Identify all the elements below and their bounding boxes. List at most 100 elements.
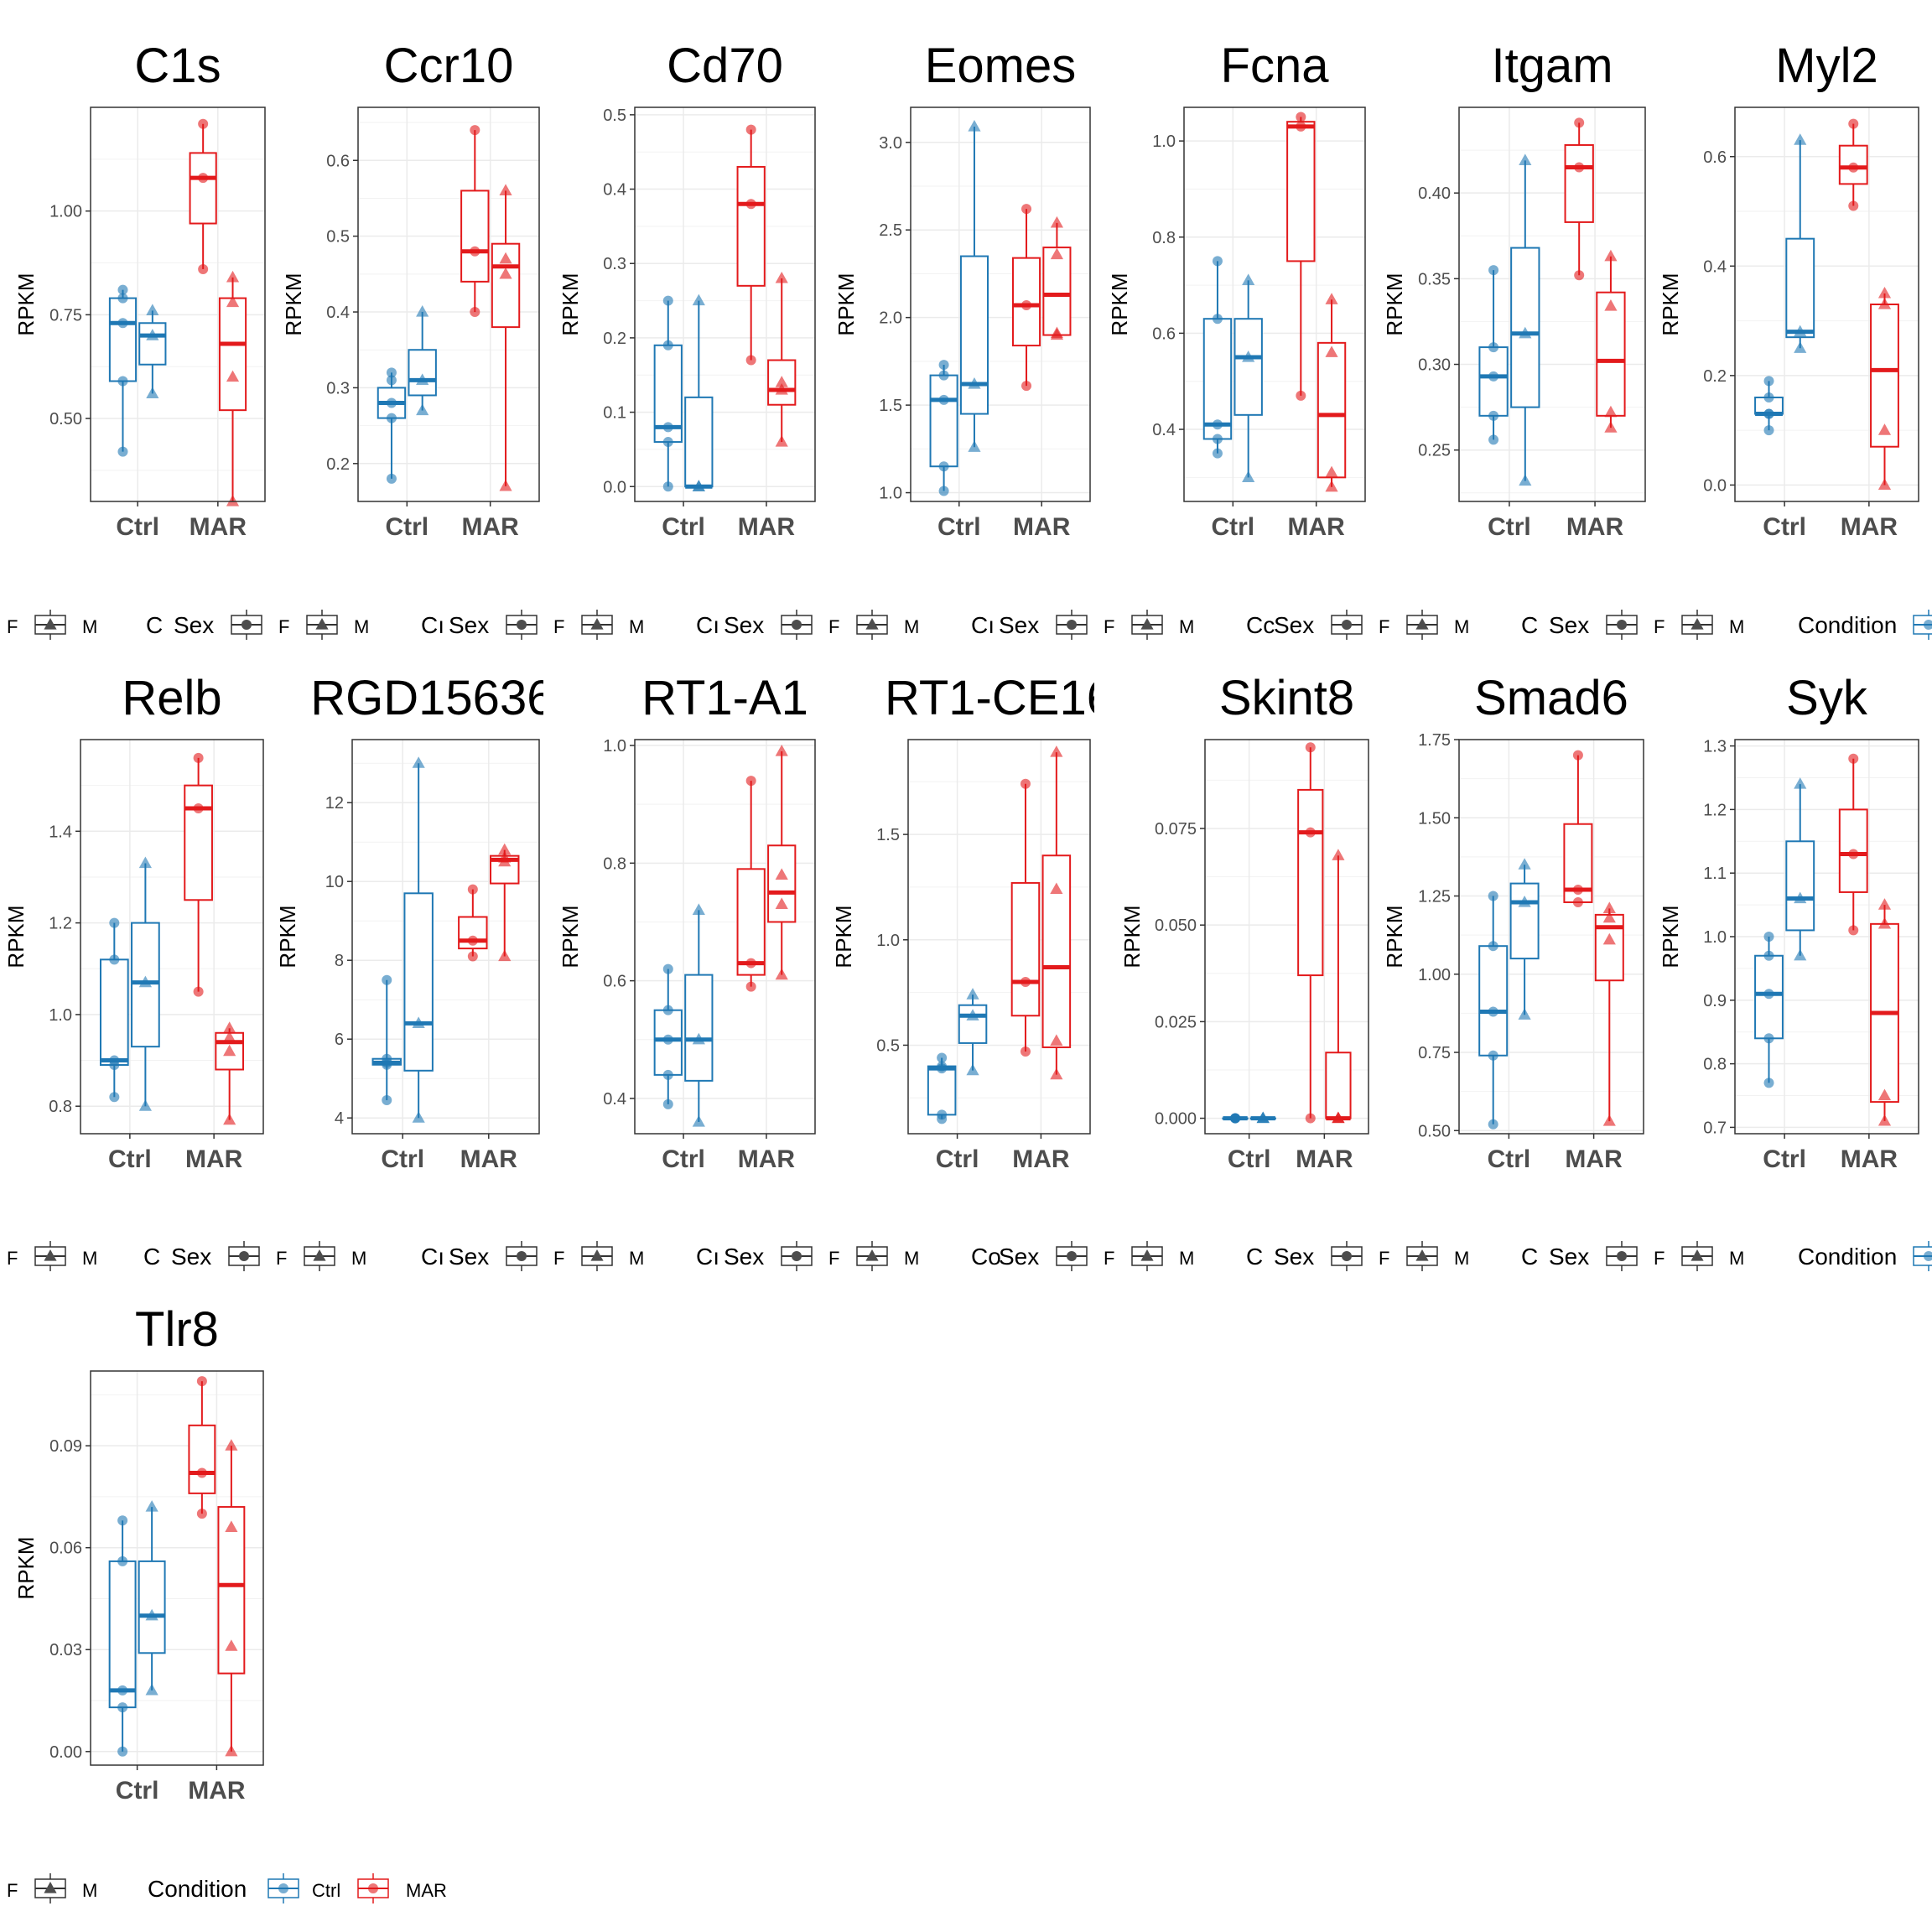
point-male [223,1113,236,1125]
legend-label-f: F [1654,616,1665,637]
box-iqr [927,1065,957,1116]
point-male [1877,298,1892,309]
legend-condition-title-truncated: C [146,612,163,638]
box-ctrl-f [377,367,407,484]
point-female [109,1060,120,1071]
point-male [499,184,512,196]
point-female [1848,849,1859,860]
box-mar-m [491,184,521,491]
point-female [470,307,480,318]
legend-key-circle [1617,620,1627,630]
x-tick-label: Ctrl [1488,513,1531,541]
box-iqr [1594,913,1624,982]
legend-key-circle [792,620,802,630]
y-axis-label: RPKM [13,1536,39,1599]
legend-label-f: F [553,616,564,637]
box-ctrl-m [1509,858,1540,1020]
y-axis-label: RPKM [834,273,859,335]
box-iqr [1509,882,1540,960]
y-tick-label: 1.0 [603,737,626,756]
box-mar-f [1564,117,1594,281]
point-female [467,951,478,962]
point-male [968,119,981,132]
point-male [498,843,512,855]
box-iqr [1317,341,1347,479]
box-iqr [1286,121,1316,262]
y-axis-label: RPKM [1658,905,1683,968]
point-male [1256,1111,1270,1124]
box-iqr [1042,247,1072,336]
legend-key-circle [1067,1251,1077,1261]
x-tick-label: Ctrl [662,1145,705,1173]
point-female [1763,989,1774,1000]
box-mar-m [1041,745,1072,1080]
box-ctrl-f [1754,376,1784,436]
point-female [382,974,392,985]
x-tick-label: MAR [1012,1145,1070,1173]
y-tick-label: 0.6 [326,152,350,170]
point-male [416,403,429,416]
box-ctrl-f [1478,265,1509,445]
point-female [1021,300,1032,311]
point-male [412,1111,425,1123]
point-female [1296,112,1306,122]
point-female [198,263,209,274]
point-female [1230,1113,1241,1124]
y-tick-label: 1.0 [879,485,902,503]
point-male [226,495,240,506]
x-tick-label: MAR [1013,513,1071,541]
point-male [416,373,429,385]
point-female [1488,342,1499,353]
point-female [386,397,397,408]
legend-key-triangle [315,618,329,630]
y-tick-label: 0.8 [1152,229,1176,247]
legend-label-f: F [7,616,18,637]
legend-label-f: F [828,616,839,637]
point-male [1794,948,1807,961]
point-female [193,986,204,997]
box-iqr [403,892,434,1072]
box-mar-f [188,1376,216,1519]
point-female [662,481,673,492]
point-male [1050,745,1063,757]
point-male [1325,465,1338,478]
legend-key-triangle [590,1249,604,1261]
point-female [938,486,949,496]
point-male [138,1099,152,1111]
point-female [386,473,397,484]
box-mar-f [189,118,217,274]
point-male [499,267,512,279]
point-male [1325,480,1338,492]
box-ctrl-f [108,284,138,457]
point-male [775,897,788,910]
legend-label-f: F [7,1880,18,1901]
panel-tlr8: Tlr8 0.00 0.03 0.06 0.09 Ctrl MAR RPKM [13,1302,264,1805]
y-tick-label: 0.0 [1703,476,1727,495]
box-iqr [1785,840,1815,932]
point-female [1572,750,1583,761]
panel-fcna: Fcna 0.4 0.6 0.8 1.0 Ctrl MAR RPKM [1107,39,1366,541]
point-female [1020,1046,1031,1057]
y-tick-label: 0.06 [49,1540,82,1558]
point-female [1488,941,1498,952]
point-female [117,1746,128,1757]
point-male [966,988,979,1000]
point-male [145,1608,158,1621]
point-female [196,1467,207,1478]
point-female [938,370,949,381]
point-female [1763,392,1774,402]
point-male [1604,299,1618,311]
panel-border [1458,106,1646,502]
legend-label-m: M [1179,1248,1194,1269]
y-tick-label: 1.1 [1703,865,1727,883]
point-male [692,1032,705,1045]
point-female [382,1095,392,1106]
y-tick-label: 1.75 [1418,731,1451,750]
point-female [1212,314,1223,325]
point-female [745,776,756,787]
box-ctrl-m [408,305,437,416]
y-tick-label: 10 [325,873,344,891]
panel-syk: Syk 0.7 0.8 0.9 1.0 1.1 1.2 1.3 Ctrl MAR RPKM [1658,671,1919,1173]
box-iqr [1325,1052,1352,1119]
